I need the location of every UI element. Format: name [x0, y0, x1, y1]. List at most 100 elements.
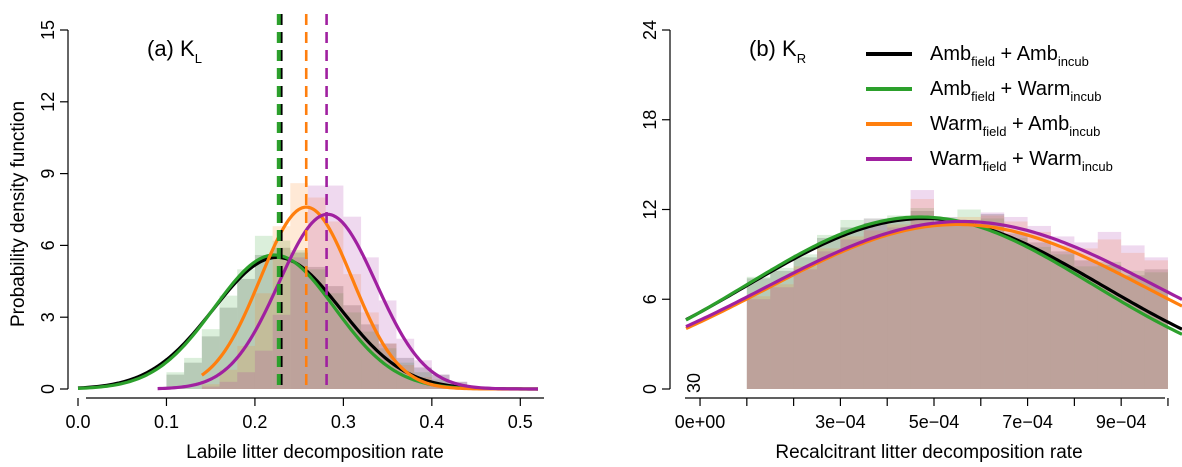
panel-a-hist-bar-amb_warm	[166, 372, 185, 389]
panel-b-stray-label: 30	[684, 373, 704, 393]
panel-b-hist-bar-warm_warm	[980, 212, 1005, 389]
panel-b-hist-bar-amb_amb	[934, 216, 958, 389]
panel-b-density-curve-amb_warm	[685, 215, 1182, 336]
panel-a-plot-area	[77, 14, 539, 391]
panel-b-hist-bar-amb_warm	[1050, 254, 1075, 390]
panel-a-x-tick-label: 0.0	[65, 412, 90, 432]
panel-b-hist-bar-amb_amb	[1027, 242, 1051, 389]
panel-b-hist-bar-warm_amb	[746, 296, 771, 389]
panel-b-title: (b) KR	[749, 36, 806, 66]
panel-a-hist-bar-amb_amb	[166, 374, 185, 389]
panel-b-hist-bar-amb_warm	[770, 267, 794, 389]
panel-b-hist-bar-amb_amb	[840, 227, 864, 389]
panel-b-hist-bar-warm_warm	[910, 190, 934, 389]
legend-label-warm_warm: Warmfield + Warmincub	[930, 148, 1113, 174]
panel-b-hist-bar-amb_warm	[1027, 246, 1051, 389]
panel-b-ticks: 0e+00 3e−04 5e−04 7e−04 9e−04 0 6 12 18 24	[640, 20, 1169, 432]
panel-b-hist-bar-amb_amb	[1144, 269, 1168, 389]
panel-b-x-tick-label: 3e−04	[815, 412, 866, 432]
panel-a-x-tick-label: 0.2	[242, 412, 267, 432]
panel-a-hist-bar-warm_amb	[219, 369, 238, 389]
panel-b-hist-bar-warm_amb	[1097, 239, 1122, 389]
panel-b-y-tick-label: 0	[640, 384, 660, 394]
panel-b-hist-bar-amb_warm	[980, 218, 1005, 389]
panel-b-hist-bar-warm_warm	[793, 269, 818, 389]
panel-b-hist-bar-amb_warm	[1004, 237, 1028, 389]
panel-b-hist-bar-amb_warm	[910, 208, 934, 389]
panel-a-ylabel: Probability density function	[8, 101, 29, 327]
panel-b-hist-bar-warm_warm	[1097, 231, 1122, 389]
panel-b-hist-bar-warm_warm	[1074, 242, 1098, 389]
panel-a-y-tick-label: 12	[38, 92, 58, 112]
legend: Ambfield + Ambincub Ambfield + Warmincub W…	[866, 43, 1113, 174]
panel-a-hist-bar-amb_warm	[308, 269, 326, 389]
panel-b-hist-bar-amb_warm	[1144, 272, 1168, 389]
panel-a-hist-bar-amb_warm	[201, 329, 220, 389]
panel-b-hist-bar-amb_amb	[957, 224, 981, 389]
panel-b-hist-bar-amb_warm	[793, 254, 818, 390]
panel-b-hist-bar-warm_amb	[980, 215, 1005, 389]
panel-a-hist-bar-warm_warm	[343, 216, 362, 389]
panel-a-title: (a) KL	[147, 36, 202, 66]
panel-b-y-tick-label: 18	[640, 110, 660, 130]
panel-b-hist-bar-warm_amb	[817, 248, 841, 389]
panel-b-hist-bar-warm_warm	[1121, 245, 1145, 389]
panel-b-hist-bar-amb_warm	[840, 219, 864, 389]
legend-label-warm_amb: Warmfield + Ambincub	[930, 113, 1100, 139]
panel-a-hist-bar-amb_amb	[184, 362, 202, 389]
panel-a-ticks: 0.0 0.1 0.2 0.3 0.4 0.5 0 3 6 9 12 15	[38, 20, 533, 432]
panel-a-hist-bar-warm_warm	[361, 257, 379, 389]
panel-b-y-tick-label: 24	[640, 20, 660, 40]
panel-b-hist-bar-amb_warm	[957, 209, 981, 389]
panel-a-hist-bar-amb_warm	[184, 357, 202, 389]
panel-b-x-tick-label: 9e−04	[1096, 412, 1147, 432]
panel-a-hist-bar-warm_warm	[290, 257, 308, 389]
panel-b-hist-bar-warm_amb	[770, 284, 794, 389]
panel-b-x-tick-label: 5e−04	[909, 412, 960, 432]
panel-b-hist-bar-warm_amb	[1027, 231, 1051, 389]
panel-b-hist-bar-warm_warm	[840, 239, 864, 389]
panel-a-hist-bar-warm_warm	[254, 350, 273, 389]
panel-b-hist-bar-amb_warm	[863, 222, 888, 389]
panel-b-hist-bar-warm_amb	[957, 216, 981, 389]
panel-b-hist-bar-warm_amb	[793, 266, 818, 389]
panel-a-hist-bar-warm_warm	[378, 300, 397, 389]
panel-b-hist-bar-amb_warm	[817, 234, 841, 389]
panel-a-hist-bar-amb_warm	[219, 295, 238, 389]
panel-a-hist-bar-amb_amb	[290, 252, 308, 389]
panel-b-density-curve-warm_warm	[685, 219, 1182, 328]
panel-b-hist-bar-warm_amb	[910, 199, 934, 389]
panel-a-hist-bar-warm_warm	[308, 185, 326, 389]
panel-b-hist-bar-amb_amb	[910, 211, 934, 389]
panel-b-hist-bar-warm_warm	[770, 287, 794, 389]
panel-b-hist-bar-amb_amb	[1097, 264, 1122, 389]
panel-b-hist-bar-warm_amb	[1121, 252, 1145, 389]
panel-b-hist-bar-warm_amb	[1004, 221, 1028, 389]
panel-a-hist-bar-warm_warm	[272, 314, 291, 389]
panel-a-hist-bar-warm_warm	[237, 372, 255, 389]
panel-b-hist-bar-amb_amb	[817, 237, 841, 389]
panel-a-x-tick-label: 0.1	[154, 412, 179, 432]
panel-a-y-tick-label: 0	[38, 384, 58, 394]
panel-a-hist-bar-warm_amb	[201, 384, 220, 389]
panel-b-hist-bar-warm_amb	[863, 230, 888, 389]
panel-a-hist-bar-warm_amb	[254, 293, 273, 389]
panel-b-hist-bar-amb_amb	[863, 218, 888, 389]
panel-a-xlabel: Labile litter decomposition rate	[186, 442, 444, 463]
panel-b-hist-bar-amb_amb	[1050, 251, 1075, 389]
panel-b-xlabel: Recalcitrant litter decomposition rate	[775, 442, 1082, 463]
panel-b-hist-bar-amb_warm	[887, 215, 911, 389]
legend-label-amb_amb: Ambfield + Ambincub	[930, 43, 1089, 69]
panel-a-hist-bar-warm_amb	[237, 345, 255, 389]
panel-a-hist-bar-amb_warm	[272, 240, 291, 389]
panel-b-hist-bar-warm_warm	[1027, 225, 1051, 389]
panel-a-y-tick-label: 9	[38, 169, 58, 179]
panel-a-hist-bar-warm_warm	[219, 381, 238, 389]
panel-b-hist-bar-warm_amb	[1050, 245, 1075, 389]
panel-b: 0e+00 3e−04 5e−04 7e−04 9e−04 0 6 12 18 24 (b) KR…	[640, 20, 1182, 463]
panel-a-hist-bar-amb_amb	[308, 266, 326, 389]
panel-b-hist-bar-warm_warm	[746, 299, 771, 389]
panel-b-hist-bar-amb_amb	[980, 213, 1005, 389]
panel-a-hist-bar-amb_warm	[325, 293, 344, 389]
